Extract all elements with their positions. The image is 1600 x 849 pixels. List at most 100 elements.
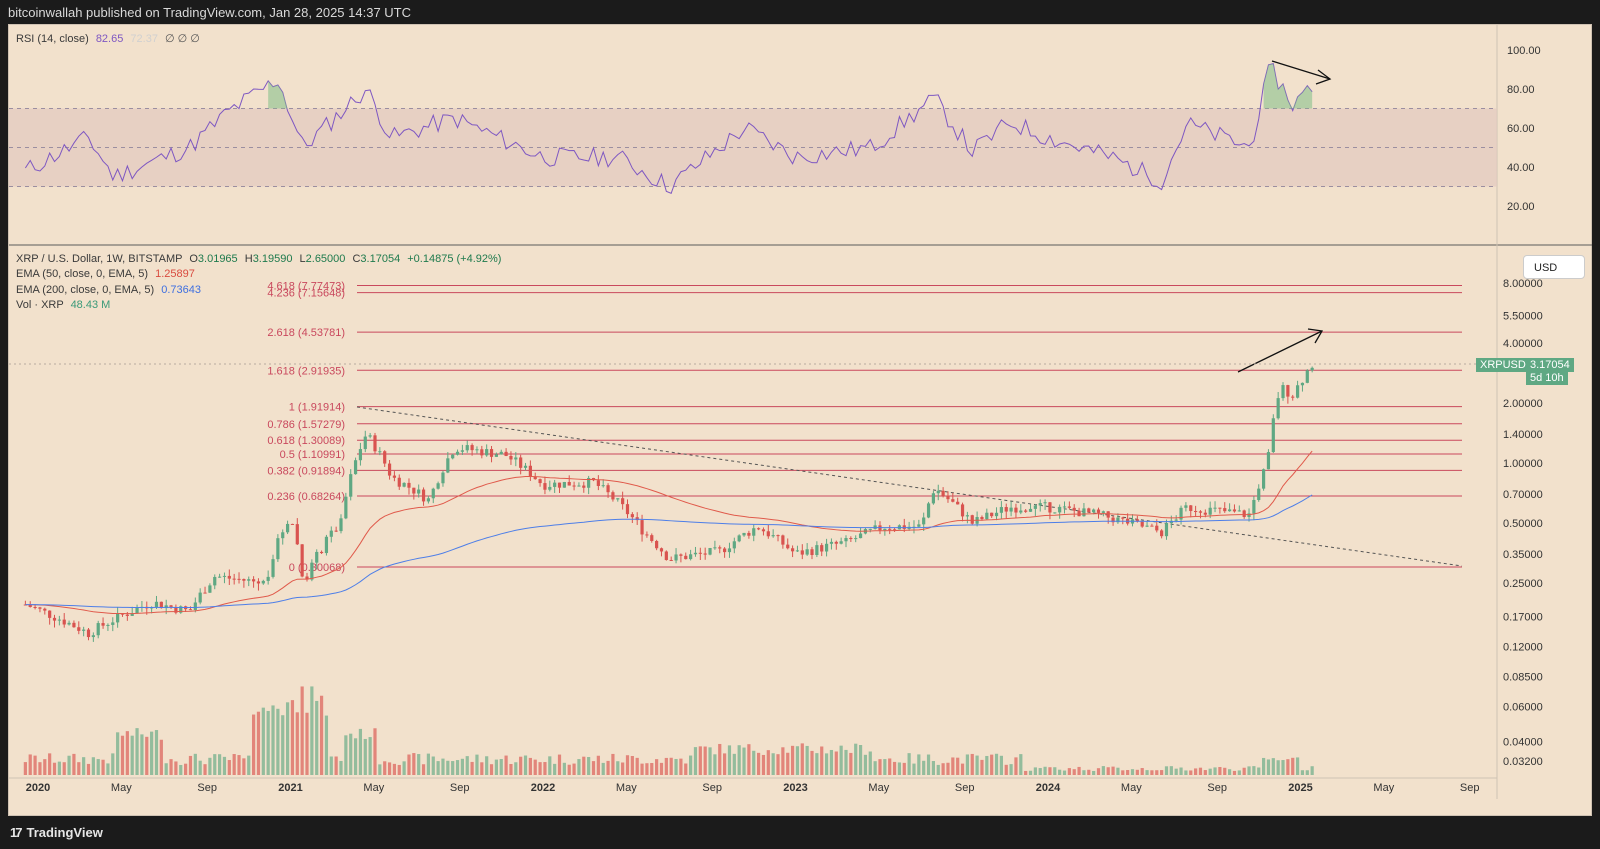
volume-bar (1203, 770, 1207, 775)
candle-body (154, 601, 159, 608)
rsi-value: 82.65 (95, 33, 124, 45)
candle-body (538, 479, 542, 484)
high-label: H (244, 253, 253, 265)
volume-bar (198, 760, 202, 775)
volume-bar (1271, 758, 1275, 775)
price-axis-tick: 0.50000 (1503, 518, 1543, 530)
price-axis-tick: 0.12000 (1503, 642, 1543, 654)
candle-body (106, 624, 110, 626)
volume-bar (150, 731, 154, 775)
candle-body (621, 498, 625, 505)
volume-bar (815, 753, 819, 775)
candle-body (213, 576, 217, 586)
volume-bar (1028, 770, 1033, 775)
price-axis-tick: 4.00000 (1503, 338, 1543, 350)
time-axis-tick: 2024 (1036, 782, 1061, 794)
candle-body (829, 541, 834, 544)
price-axis-tick: 1.40000 (1503, 429, 1543, 441)
candle-body (1164, 523, 1169, 537)
rsi-overbought-fill (268, 80, 288, 109)
volume-bar (184, 763, 188, 775)
candle-body (800, 550, 804, 555)
candle-body (159, 601, 163, 609)
volume-bar (169, 759, 173, 775)
candle-body (1067, 506, 1071, 508)
candle-body (1291, 396, 1295, 398)
volume-bar (33, 755, 37, 775)
volume-bar (499, 759, 503, 775)
price-axis-tick: 2.00000 (1503, 398, 1543, 410)
volume-bar (902, 762, 906, 775)
volume-bar (669, 757, 673, 775)
volume-bar (655, 759, 659, 775)
candle-body (883, 528, 887, 531)
candle-body (931, 493, 936, 504)
volume-bar (1208, 768, 1212, 775)
volume-bar (931, 761, 936, 775)
volume-bar (1038, 768, 1042, 775)
candle-body (1111, 517, 1115, 523)
volume-bar (344, 735, 348, 775)
tradingview-logo[interactable]: 17 TradingView (10, 816, 103, 849)
volume-bar (135, 728, 139, 775)
volume-bar (922, 760, 926, 775)
candle-body (553, 482, 557, 487)
volume-bar (494, 759, 498, 775)
close-label: C (352, 253, 361, 265)
volume-bar (266, 710, 270, 775)
candle-body (582, 485, 586, 488)
volume-bar (553, 763, 557, 775)
candle-body (227, 575, 231, 579)
candle-body (1160, 530, 1164, 537)
volume-bar (572, 763, 576, 775)
candle-body (179, 606, 183, 613)
rsi-axis-tick: 40.00 (1507, 162, 1535, 174)
volume-bar (1072, 769, 1076, 775)
volume-bar (727, 745, 732, 775)
candle-body (392, 475, 397, 478)
candle-body (946, 495, 950, 500)
published-header: bitcoinwallah published on TradingView.c… (0, 0, 1600, 26)
candle-body (1072, 507, 1076, 511)
volume-bar (635, 757, 639, 775)
currency-button[interactable]: USD (1523, 255, 1585, 279)
candle-body (766, 531, 770, 537)
candle-body (480, 449, 484, 456)
volume-bar (557, 754, 562, 775)
candle-body (470, 445, 474, 451)
candle-body (1082, 508, 1086, 517)
volume-bar (1232, 770, 1237, 775)
volume-bar (790, 745, 795, 775)
volume-bar (713, 754, 717, 775)
volume-bar (858, 745, 863, 775)
volume-bar (91, 757, 95, 775)
candle-body (1009, 507, 1013, 512)
candle-body (1232, 509, 1237, 512)
candle-body (1261, 469, 1266, 489)
volume-bar (43, 759, 47, 775)
price-axis-tick: 0.08500 (1503, 671, 1543, 683)
volume-bar (1058, 769, 1062, 775)
volume-bar (203, 764, 207, 775)
candle-body (378, 451, 382, 453)
candle-body (820, 545, 824, 552)
candle-body (489, 449, 494, 457)
candle-body (1135, 519, 1139, 522)
volume-bar (421, 764, 426, 775)
volume-bar (718, 743, 722, 775)
price-axis-tick: 0.06000 (1503, 702, 1543, 714)
candle-body (640, 520, 644, 535)
volume-bar (810, 750, 814, 775)
fib-level-label: 1.618 (2.91935) (267, 365, 345, 377)
candle-body (1247, 513, 1251, 517)
price-arrow-head (1307, 328, 1324, 344)
volume-bar (723, 753, 727, 775)
volume-bar (460, 758, 464, 775)
volume-bar (742, 747, 746, 775)
footer-bar: 17 TradingView (0, 816, 1600, 849)
volume-bar (145, 736, 149, 775)
volume-bar (446, 760, 450, 775)
candle-body (499, 451, 503, 455)
price-legend-line1: XRP / U.S. Dollar, 1W, BITSTAMP O3.01965… (16, 253, 501, 265)
